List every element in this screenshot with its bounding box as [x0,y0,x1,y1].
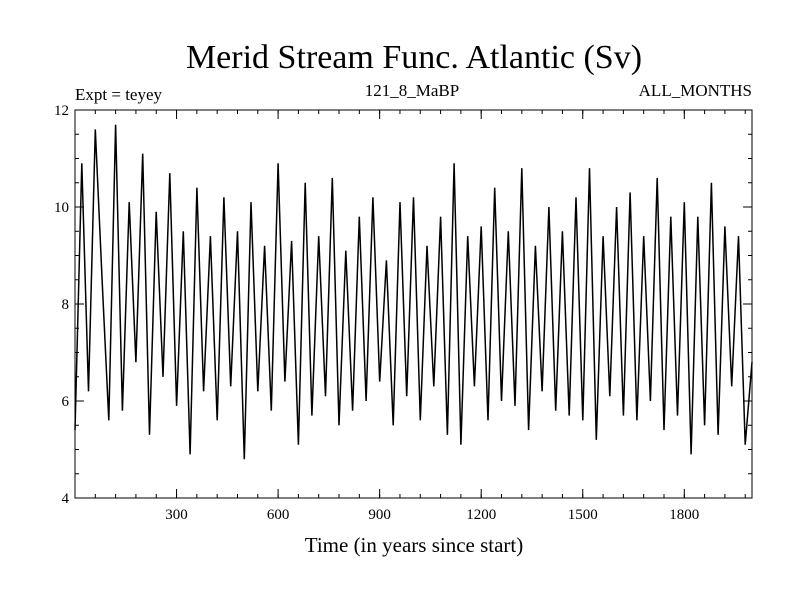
y-tick-label: 12 [54,103,69,119]
series-line [74,124,753,460]
plot-frame [74,109,753,499]
experiment-label: Expt = teyey [75,85,163,104]
y-tick-label: 10 [54,200,69,216]
x-tick-label: 1500 [568,507,598,523]
axis-ticks [75,109,752,499]
x-tick-label: 300 [165,507,188,523]
y-tick-label: 8 [62,297,70,313]
x-tick-label: 1800 [669,507,699,523]
x-tick-label: 600 [267,507,290,523]
period-label: 121_8_MaBP [365,81,459,100]
chart-title: Merid Stream Func. Atlantic (Sv) [186,39,642,76]
x-tick-label: 900 [368,507,391,523]
x-tick-label: 1200 [466,507,496,523]
y-tick-label: 4 [62,491,70,507]
x-axis-label: Time (in years since start) [305,533,524,557]
tick-labels: 300 600 900 1200 1500 1800 4 6 8 10 12 [54,103,699,523]
months-label: ALL_MONTHS [639,81,752,100]
y-tick-label: 6 [62,394,70,410]
